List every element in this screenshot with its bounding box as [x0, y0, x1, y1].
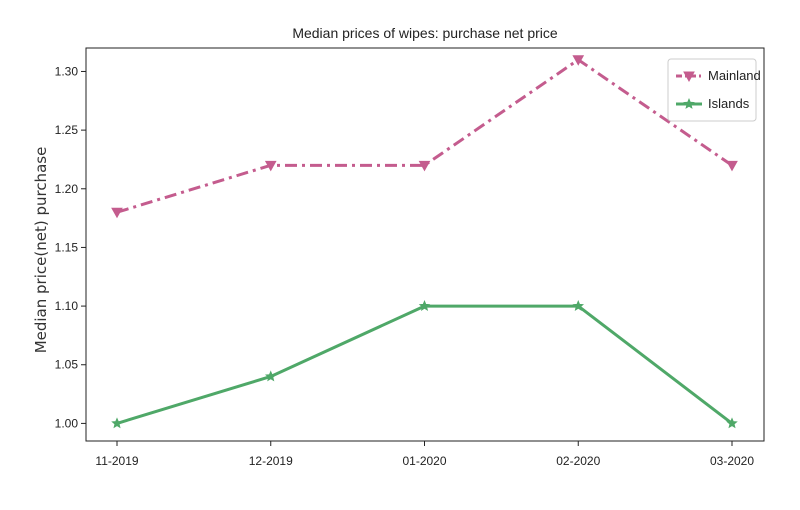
chart-title: Median prices of wipes: purchase net pri…: [292, 25, 558, 41]
y-tick-label: 1.25: [55, 123, 79, 137]
y-tick-label: 1.15: [55, 240, 79, 254]
data-point: [418, 300, 431, 311]
y-tick-label: 1.20: [55, 182, 79, 196]
series-islands: [111, 300, 738, 429]
legend-label: Islands: [708, 96, 750, 111]
y-tick-label: 1.30: [55, 64, 79, 78]
y-tick-label: 1.05: [55, 358, 79, 372]
data-point: [726, 417, 738, 429]
series-line: [116, 304, 733, 425]
data-point: [264, 370, 277, 382]
series-line: [116, 58, 733, 214]
data-point: [111, 207, 123, 219]
x-tick-label: 11-2019: [95, 454, 138, 468]
data-point: [572, 300, 585, 311]
y-axis-label: Median price(net) purchase: [32, 147, 50, 354]
series-mainland: [111, 55, 738, 219]
y-tick-label: 1.10: [55, 299, 79, 313]
series-layer: [111, 55, 738, 429]
legend-item-islands: Islands: [676, 96, 750, 111]
data-point: [726, 160, 738, 172]
data-point: [111, 417, 123, 429]
x-tick-label: 03-2020: [710, 454, 754, 468]
y-axis: 1.00 1.05 1.10 1.15 1.20 1.25 1.30: [55, 64, 86, 430]
legend-marker: [683, 97, 695, 109]
y-tick-label: 1.00: [55, 416, 79, 430]
legend-label: Mainland: [708, 68, 761, 83]
x-tick-label: 12-2019: [249, 454, 293, 468]
data-point: [418, 160, 431, 172]
x-tick-label: 02-2020: [556, 454, 600, 468]
x-tick-label: 01-2020: [402, 454, 446, 468]
data-point: [572, 55, 585, 66]
legend-item-mainland: Mainland: [676, 68, 761, 83]
plot-area: [85, 47, 765, 442]
x-axis: 11-2019 12-2019 01-2020 02-2020 03-2020: [95, 441, 754, 468]
data-point: [264, 160, 277, 172]
legend-marker: [683, 71, 695, 83]
legend: Mainland Islands: [667, 58, 761, 122]
